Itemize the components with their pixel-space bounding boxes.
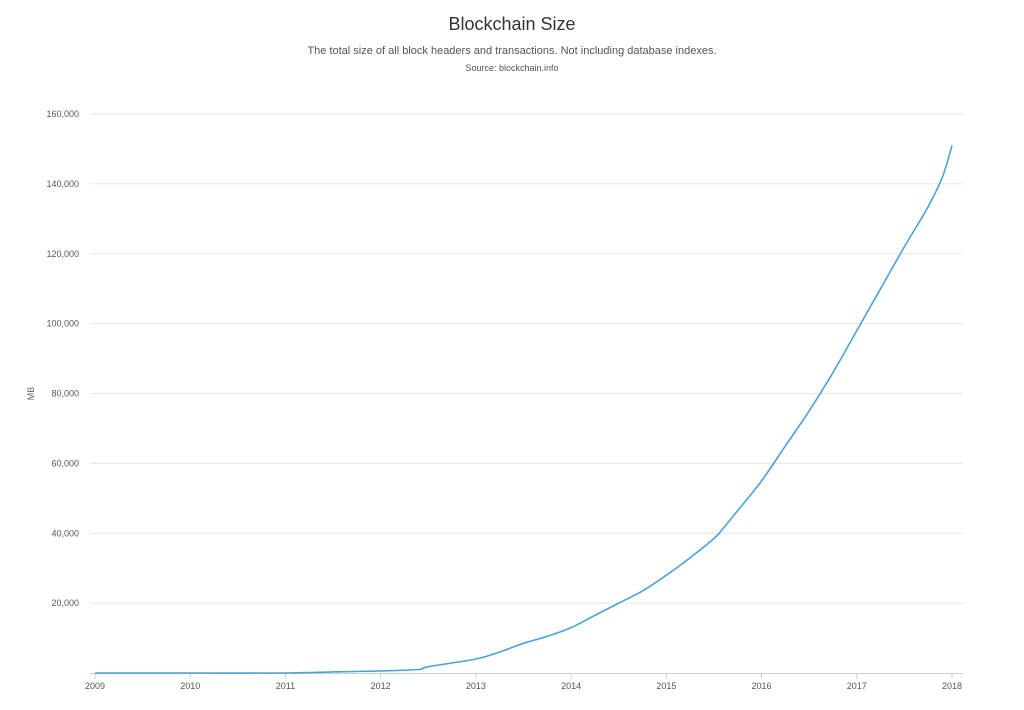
y-tick-label: 160,000 [46,109,79,119]
y-tick-label: 100,000 [46,319,79,329]
chart-title: Blockchain Size [448,14,576,34]
y-tick-label: 120,000 [46,249,79,259]
x-tick-label: 2011 [276,681,295,691]
chart-subtitle: The total size of all block headers and … [307,45,717,57]
x-axis-ticks: 2009 2010 2011 2012 2013 2014 2015 2016 2017 2018 [85,673,962,691]
x-tick-label: 2013 [466,681,486,691]
x-tick-label: 2015 [656,681,676,691]
x-tick-label: 2010 [180,681,200,691]
series-line [95,145,953,674]
y-tick-label: 80,000 [51,389,79,399]
x-tick-label: 2016 [752,681,772,691]
x-tick-label: 2018 [942,681,962,691]
y-tick-label: 140,000 [46,179,79,189]
y-axis-ticks: 20,000 40,000 60,000 80,000 100,000 120,000 14… [46,109,79,608]
y-tick-label: 20,000 [51,598,79,608]
x-tick-label: 2017 [847,681,867,691]
grid-lines [90,113,963,604]
y-tick-label: 40,000 [51,528,79,538]
x-tick-label: 2009 [85,681,105,691]
x-tick-label: 2012 [371,681,391,691]
y-axis-label: MB [26,387,36,401]
x-tick-label: 2014 [561,681,581,691]
y-tick-label: 60,000 [51,458,79,468]
chart-source: Source: blockchain.info [465,63,559,73]
